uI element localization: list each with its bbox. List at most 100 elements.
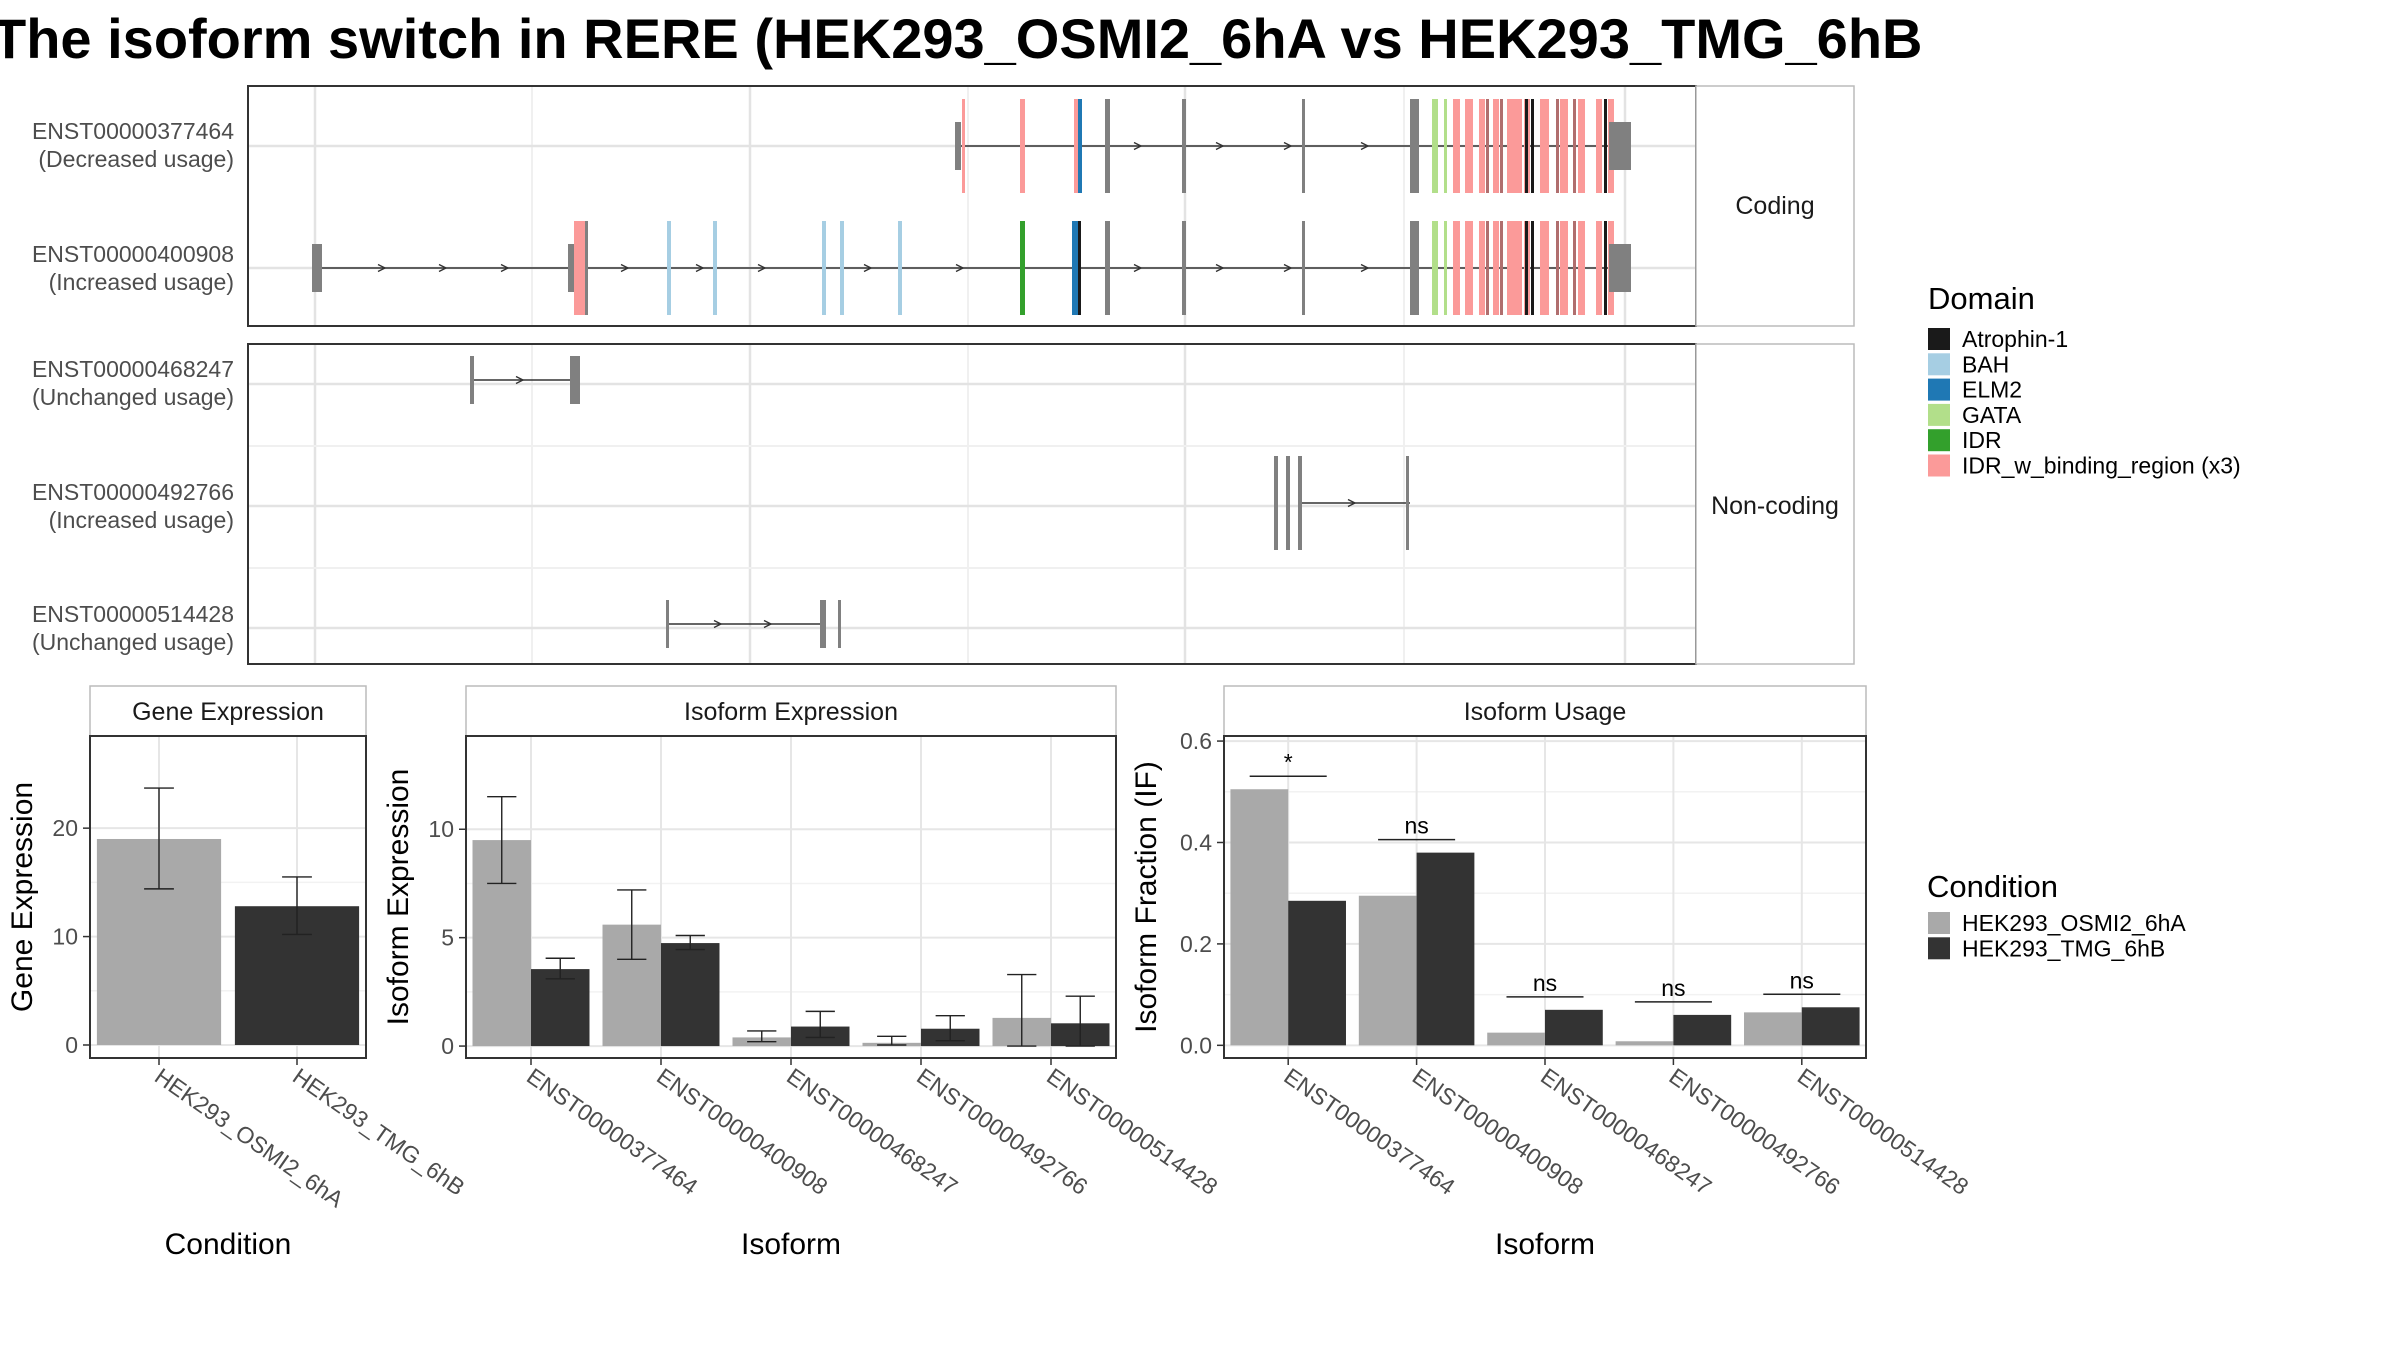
r2-domain-bah-0 — [667, 221, 671, 315]
r2-exon-b — [585, 221, 588, 315]
domain-label-atrophin-1: Atrophin-1 — [1962, 326, 2068, 352]
r2-domain-bah-1 — [713, 221, 717, 315]
panel-1-errbar-s0-1 — [617, 889, 647, 961]
r1-strand-arrow-2 — [1283, 141, 1293, 151]
r2-domain-gata-2 — [1444, 221, 1447, 315]
r1-domain-idr-bind-4 — [1493, 99, 1499, 193]
r3-utr3 — [570, 356, 580, 404]
domain-label-bah: BAH — [1962, 351, 2009, 377]
condition-key-0 — [1928, 912, 1950, 934]
r2-utr3 — [1609, 244, 1631, 292]
tx-label-ENST00000400908: ENST00000400908 (Increased usage) — [32, 241, 234, 295]
panel-1-errbar-s0-0 — [487, 796, 517, 885]
r2-domain-bah-2 — [822, 221, 826, 315]
panel-1-errbar-s1-3 — [935, 1015, 965, 1042]
r2-domain-idr-bind-10 — [1596, 221, 1602, 315]
panel-2-bar-s1-4 — [1801, 1007, 1860, 1046]
r2-domain-idr-bind-1 — [1453, 221, 1460, 315]
r2-strand-arrow-1 — [438, 263, 448, 273]
panel-0-xlabel: Condition — [165, 1228, 292, 1261]
coding-strip — [1695, 85, 1855, 327]
r2-domain-idr-bind-9 — [1578, 221, 1585, 315]
r1-domain-idr-bind-9 — [1578, 99, 1585, 193]
panel-2-sig-label-1: ns — [1404, 813, 1428, 839]
panel-1-errbar-s1-0 — [545, 957, 575, 980]
panel-1-ytick-2: 10 — [428, 816, 454, 842]
panel-1-ytick-1: 5 — [441, 925, 454, 951]
condition-label-1: HEK293_TMG_6hB — [1962, 935, 2165, 961]
panel-1-errbar-s1-4 — [1065, 995, 1095, 1047]
tx-label-ENST00000492766: ENST00000492766 (Increased usage) — [32, 479, 234, 533]
domain-label-idr: IDR — [1962, 427, 2002, 453]
tx-label-ENST00000377464: ENST00000377464 (Decreased usage) — [32, 118, 234, 172]
r2-exon-edge-1 — [1500, 221, 1503, 315]
r2-strand-arrow-10 — [1283, 263, 1293, 273]
tx-label-ENST00000514428: ENST00000514428 (Unchanged usage) — [32, 601, 234, 655]
r2-strand-arrow-3 — [620, 263, 630, 273]
domain-key-atrophin-1 — [1928, 328, 1950, 350]
r4-exon-1 — [1286, 456, 1290, 550]
r2-domain-atrophin-2 — [1604, 221, 1607, 315]
r2-strand-arrow-8 — [1133, 263, 1143, 273]
r1-domain-idr-bind-b — [1020, 99, 1025, 193]
panel-2-ytick-3: 0.6 — [1180, 728, 1212, 754]
r5-strand-arrow-1 — [763, 619, 773, 629]
r1-domain-gata-2 — [1444, 99, 1447, 193]
coding-panel-frame — [247, 85, 1697, 327]
noncoding-strip-label: Non-coding — [1711, 492, 1839, 520]
condition-legend-title: Condition — [1927, 869, 2058, 904]
panel-2-bar-s1-1 — [1416, 852, 1475, 1046]
r5-exon-a — [666, 600, 669, 648]
panel-2-ytick-0: 0.0 — [1180, 1032, 1212, 1058]
panel-1-errbar-s0-2 — [747, 1030, 777, 1043]
r2-strand-arrow-6 — [863, 263, 873, 273]
r1-domain-idr-bind-5 — [1507, 99, 1522, 193]
panel-1-errbar-s1-2 — [805, 1010, 835, 1039]
bar-panels: Gene Expression01020HEK293_OSMI2_6hAHEK2… — [6, 685, 1973, 1261]
domain-key-elm2 — [1928, 378, 1950, 401]
panel-0-ytick-2: 20 — [52, 815, 78, 841]
tx-label-ENST00000468247: ENST00000468247 (Unchanged usage) — [32, 356, 234, 410]
r1-strand-arrow-3 — [1360, 141, 1370, 151]
r2-domain-atrophin-0 — [1525, 221, 1528, 315]
panel-0-errbar-1 — [282, 876, 312, 936]
panel-2-sig-label-2: ns — [1533, 970, 1557, 996]
panel-2-xlabel: Isoform — [1495, 1228, 1595, 1261]
panel-0-strip-label: Gene Expression — [132, 698, 324, 726]
r2-domain-gata-1 — [1432, 221, 1438, 315]
domain-label-gata: GATA — [1962, 402, 2022, 428]
r1-domain-idr-bind-7 — [1540, 99, 1549, 193]
r2-strand-arrow-7 — [955, 263, 965, 273]
panel-2-sig-label-3: ns — [1661, 975, 1685, 1001]
domain-legend-title: Domain — [1928, 281, 2035, 316]
panel-1-ytick-0: 0 — [441, 1033, 454, 1059]
panel-2-ytick-2: 0.4 — [1180, 829, 1212, 855]
r1-exon-edge-3 — [1573, 99, 1576, 193]
r2-strand-arrow-4 — [695, 263, 705, 273]
r1-exon-m3 — [1302, 99, 1305, 193]
panel-2-bar-s0-1 — [1358, 895, 1417, 1046]
condition-label-0: HEK293_OSMI2_6hA — [1962, 910, 2186, 936]
panel-2-bar-s0-0 — [1230, 789, 1289, 1046]
r2-utr5 — [312, 244, 322, 292]
panel-0-ytick-1: 10 — [52, 924, 78, 950]
r2-strand-arrow-2 — [500, 263, 510, 273]
r1-domain-idr-bind-10 — [1596, 99, 1602, 193]
panel-1-xlabel: Isoform — [741, 1228, 841, 1261]
panel-2-bar-s0-3 — [1615, 1041, 1674, 1046]
r2-exon-m3 — [1302, 221, 1305, 315]
panel-1-strip-label: Isoform Expression — [684, 698, 898, 726]
r2-exon-edge-2 — [1556, 221, 1559, 315]
panel-2-bar-s1-3 — [1673, 1014, 1732, 1046]
r4-exon-2 — [1298, 456, 1302, 550]
r2-exon-m1 — [1105, 221, 1110, 315]
condition-key-1 — [1928, 937, 1950, 960]
r1-domain-idr-bind-2 — [1465, 99, 1473, 193]
track-ENST00000468247 — [470, 356, 580, 404]
domain-key-bah — [1928, 353, 1950, 376]
panel-1-bar-s1-1 — [661, 943, 720, 1047]
